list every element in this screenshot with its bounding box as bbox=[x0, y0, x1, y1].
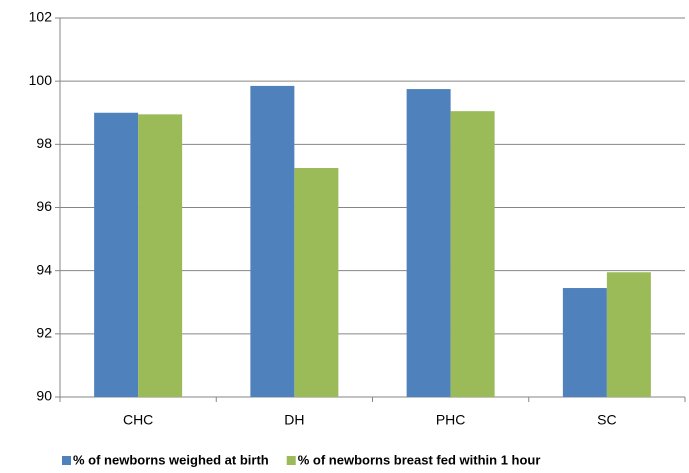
bar bbox=[406, 89, 451, 397]
legend-swatch bbox=[286, 456, 296, 465]
y-tick-label: 96 bbox=[36, 198, 52, 214]
bar bbox=[94, 112, 139, 397]
y-tick-label: 90 bbox=[36, 388, 52, 404]
y-tick-label: 94 bbox=[36, 261, 52, 277]
bar bbox=[562, 288, 607, 397]
y-tick-label: 98 bbox=[36, 135, 52, 151]
y-tick-label: 102 bbox=[29, 9, 53, 25]
legend-label: % of newborns breast fed within 1 hour bbox=[298, 452, 541, 467]
y-tick-label: 92 bbox=[36, 325, 52, 341]
x-tick-label: PHC bbox=[436, 412, 466, 428]
x-tick-label: CHC bbox=[123, 412, 153, 428]
x-tick-label: SC bbox=[597, 412, 616, 428]
y-tick-label: 100 bbox=[29, 72, 53, 88]
bar bbox=[138, 114, 183, 398]
legend-swatch bbox=[62, 456, 71, 465]
x-tick-label: DH bbox=[284, 412, 304, 428]
legend-label: % of newborns weighed at birth bbox=[73, 452, 269, 467]
bar bbox=[250, 85, 295, 397]
bar bbox=[294, 168, 339, 397]
bar bbox=[606, 272, 651, 397]
bar bbox=[450, 111, 495, 397]
